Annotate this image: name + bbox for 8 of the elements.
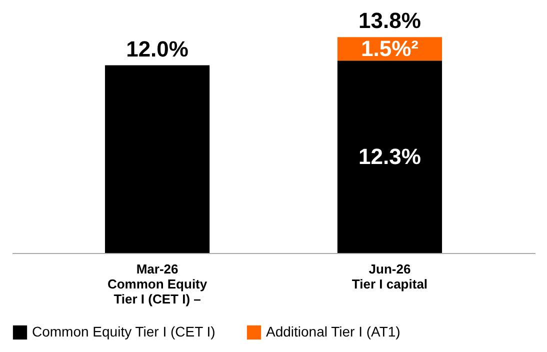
legend-label: Additional Tier I (AT1): [266, 323, 400, 340]
total-label: 13.8%: [358, 8, 421, 34]
data-label: 1.5%²: [360, 36, 418, 61]
legend-label: Common Equity Tier I (CET I): [32, 323, 216, 340]
x-tick-label: Jun-26 Tier I capital: [352, 262, 428, 292]
data-label: 12.3%: [358, 144, 421, 169]
x-tick-label: Mar-26 Common Equity Tier I (CET I) –: [107, 262, 208, 306]
total-label: 12.0%: [126, 36, 188, 62]
